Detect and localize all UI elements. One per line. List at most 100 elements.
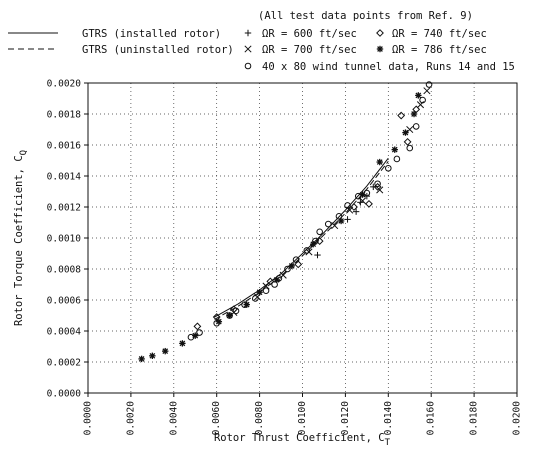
series-s786 bbox=[138, 92, 422, 363]
data-point-s700 bbox=[279, 271, 287, 279]
marker-shape bbox=[350, 203, 358, 211]
x-tick-label: 0.0120 bbox=[340, 401, 351, 436]
marker-stroke bbox=[279, 271, 287, 279]
data-point-s600 bbox=[352, 208, 360, 215]
legend-header: (All test data points from Ref. 9) bbox=[258, 10, 473, 22]
marker-shape bbox=[406, 144, 414, 152]
data-point-s700 bbox=[406, 125, 414, 134]
y-tick-label: 0.0004 bbox=[47, 327, 82, 338]
marker-shape bbox=[187, 333, 195, 341]
data-point-tunnel bbox=[284, 265, 291, 273]
marker-stroke bbox=[402, 129, 409, 136]
marker-stroke bbox=[243, 301, 250, 308]
x-tick-label: 0.0000 bbox=[83, 401, 94, 436]
legend-circle-symbol bbox=[244, 62, 252, 70]
y-axis-label-subscript: Q bbox=[19, 150, 29, 155]
marker-shape bbox=[397, 111, 406, 120]
data-point-s786 bbox=[149, 352, 156, 359]
legend-786-label: ΩR = 786 ft/sec bbox=[392, 44, 487, 56]
x-tick-label: 0.0180 bbox=[469, 401, 480, 436]
data-point-tunnel bbox=[262, 287, 270, 295]
marker-stroke bbox=[359, 197, 367, 205]
marker-shape bbox=[393, 155, 401, 163]
marker-shape bbox=[376, 29, 384, 37]
data-point-tunnel bbox=[316, 228, 323, 236]
data-point-s700 bbox=[376, 186, 384, 194]
x-tick-label: 0.0040 bbox=[168, 401, 179, 436]
y-axis-label: Rotor Torque Coefficient, CQ bbox=[13, 150, 29, 326]
x-axis-label: Rotor Thrust Coefficient, CT bbox=[214, 432, 391, 448]
data-point-tunnel bbox=[196, 329, 203, 336]
data-point-s700 bbox=[359, 197, 367, 205]
data-point-s740 bbox=[350, 203, 358, 211]
marker-shape bbox=[324, 220, 332, 228]
marker-shape bbox=[335, 213, 343, 220]
data-point-s786 bbox=[402, 129, 409, 136]
marker-stroke bbox=[256, 289, 263, 296]
y-tick-label: 0.0012 bbox=[47, 203, 81, 214]
marker-shape bbox=[354, 192, 362, 200]
data-point-tunnel bbox=[385, 164, 392, 172]
marker-stroke bbox=[423, 87, 431, 95]
marker-shape bbox=[385, 164, 392, 172]
data-point-s786 bbox=[162, 347, 169, 355]
marker-shape bbox=[232, 307, 240, 315]
data-point-tunnel bbox=[335, 213, 343, 220]
data-point-tunnel bbox=[393, 155, 401, 163]
data-point-tunnel bbox=[324, 220, 332, 228]
marker-shape bbox=[244, 62, 252, 70]
legend: (All test data points from Ref. 9) GTRS … bbox=[8, 10, 515, 73]
legend-700-label: ΩR = 700 ft/sec bbox=[262, 44, 357, 56]
data-point-s600 bbox=[370, 183, 377, 191]
marker-shape bbox=[292, 256, 300, 264]
marker-shape bbox=[294, 260, 303, 269]
marker-shape bbox=[193, 322, 202, 331]
marker-shape bbox=[312, 237, 319, 245]
series-s740 bbox=[193, 105, 421, 331]
y-tick-label: 0.0016 bbox=[47, 141, 82, 152]
data-point-s786 bbox=[376, 158, 383, 166]
x-tick-label: 0.0020 bbox=[125, 401, 136, 436]
data-point-tunnel bbox=[275, 275, 283, 282]
marker-stroke bbox=[376, 186, 384, 194]
x-tick-label: 0.0060 bbox=[211, 401, 222, 436]
y-tick-label: 0.0020 bbox=[47, 79, 82, 90]
marker-shape bbox=[344, 202, 351, 209]
legend-plus-symbol bbox=[244, 29, 252, 37]
legend-740-marker bbox=[376, 29, 384, 37]
marker-shape bbox=[284, 265, 291, 273]
y-tick-label: 0.0006 bbox=[47, 296, 82, 307]
legend-installed-label: GTRS (installed rotor) bbox=[82, 28, 221, 40]
marker-shape bbox=[412, 123, 420, 130]
data-point-tunnel bbox=[354, 192, 362, 200]
data-point-s700 bbox=[331, 222, 339, 230]
uninstalled-curve bbox=[214, 160, 389, 320]
series-tunnel bbox=[187, 81, 433, 341]
marker-stroke bbox=[149, 352, 156, 359]
data-point-s740 bbox=[403, 137, 412, 146]
legend-700-marker bbox=[244, 45, 252, 53]
marker-stroke bbox=[179, 340, 186, 347]
marker-shape bbox=[303, 247, 311, 254]
marker-shape bbox=[275, 275, 283, 282]
x-tick-label: 0.0200 bbox=[512, 401, 523, 436]
marker-stroke bbox=[415, 92, 422, 99]
data-point-tunnel bbox=[406, 144, 414, 152]
series-s700 bbox=[230, 87, 431, 316]
data-point-tunnel bbox=[252, 295, 259, 302]
marker-shape bbox=[365, 199, 373, 208]
marker-shape bbox=[316, 228, 323, 236]
data-point-tunnel bbox=[241, 301, 248, 308]
data-points bbox=[138, 81, 433, 363]
data-point-tunnel bbox=[213, 319, 220, 327]
marker-shape bbox=[262, 287, 270, 295]
marker-shape bbox=[266, 277, 275, 286]
y-tick-label: 0.0008 bbox=[47, 265, 82, 276]
data-point-s740 bbox=[365, 199, 373, 208]
x-tick-label: 0.0100 bbox=[297, 401, 308, 436]
data-point-s786 bbox=[226, 312, 233, 319]
legend-star-symbol bbox=[376, 45, 384, 53]
data-point-tunnel bbox=[344, 202, 351, 209]
legend-cross-symbol bbox=[244, 45, 252, 53]
y-tick-label: 0.0010 bbox=[47, 234, 82, 245]
